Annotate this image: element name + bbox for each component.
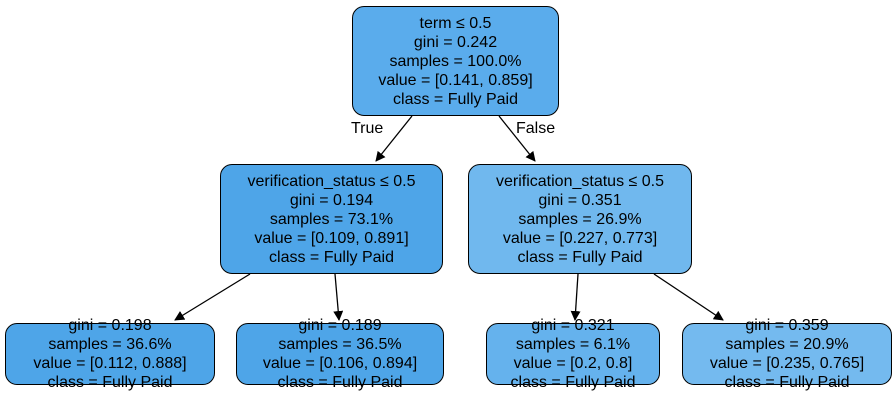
node-gini: gini = 0.359: [745, 317, 829, 334]
node-value: value = [0.106, 0.894]: [262, 355, 418, 372]
edge-right-to-leaf4: [653, 273, 724, 321]
node-value: value = [0.2, 0.8]: [513, 355, 633, 372]
edge-root-to-left: [375, 115, 413, 162]
node-value: value = [0.109, 0.891]: [254, 229, 409, 247]
node-value: value = [0.112, 0.888]: [33, 355, 187, 372]
node-samples: samples = 100.0%: [389, 52, 522, 70]
tree-leaf-4: gini = 0.359 samples = 20.9% value = [0.…: [682, 317, 892, 391]
tree-leaf-3: gini = 0.321 samples = 6.1% value = [0.2…: [486, 317, 660, 391]
node-samples: samples = 20.9%: [725, 336, 849, 353]
node-gini: gini = 0.351: [538, 191, 622, 209]
node-class: class = Fully Paid: [510, 374, 636, 391]
node-split: term ≤ 0.5: [419, 14, 492, 32]
node-class: class = Fully Paid: [393, 90, 518, 108]
node-class: class = Fully Paid: [269, 248, 394, 266]
node-gini: gini = 0.198: [68, 317, 152, 334]
tree-leaf-1: gini = 0.198 samples = 36.6% value = [0.…: [5, 317, 215, 391]
node-split: verification_status ≤ 0.5: [496, 172, 664, 190]
edge-label-true: True: [351, 120, 384, 137]
node-value: value = [0.235, 0.765]: [709, 355, 865, 372]
node-samples: samples = 73.1%: [269, 210, 394, 228]
node-class: class = Fully Paid: [47, 374, 173, 391]
edge-label-false: False: [516, 120, 556, 137]
node-value: value = [0.227, 0.773]: [502, 229, 658, 247]
tree-node-root: term ≤ 0.5 gini = 0.242 samples = 100.0%…: [352, 6, 559, 116]
node-gini: gini = 0.321: [531, 317, 615, 334]
edge-left-to-leaf2: [333, 273, 344, 321]
node-class: class = Fully Paid: [277, 374, 403, 391]
node-gini: gini = 0.189: [298, 317, 382, 334]
tree-leaf-2: gini = 0.189 samples = 36.5% value = [0.…: [236, 317, 444, 391]
node-value: value = [0.141, 0.859]: [378, 71, 533, 89]
node-samples: samples = 36.6%: [48, 336, 172, 353]
edge-root-to-right: [498, 115, 536, 162]
node-samples: samples = 36.5%: [278, 336, 402, 353]
node-samples: samples = 6.1%: [515, 336, 631, 353]
node-samples: samples = 26.9%: [518, 210, 642, 228]
edge-left-to-leaf1: [174, 273, 251, 321]
edge-right-to-leaf3: [570, 273, 581, 321]
node-gini: gini = 0.194: [289, 191, 374, 209]
node-class: class = Fully Paid: [724, 374, 850, 391]
tree-node-left: verification_status ≤ 0.5 gini = 0.194 s…: [220, 164, 443, 274]
node-split: verification_status ≤ 0.5: [247, 172, 416, 190]
node-class: class = Fully Paid: [517, 248, 643, 266]
tree-node-right: verification_status ≤ 0.5 gini = 0.351 s…: [468, 164, 692, 274]
node-gini: gini = 0.242: [413, 33, 498, 51]
